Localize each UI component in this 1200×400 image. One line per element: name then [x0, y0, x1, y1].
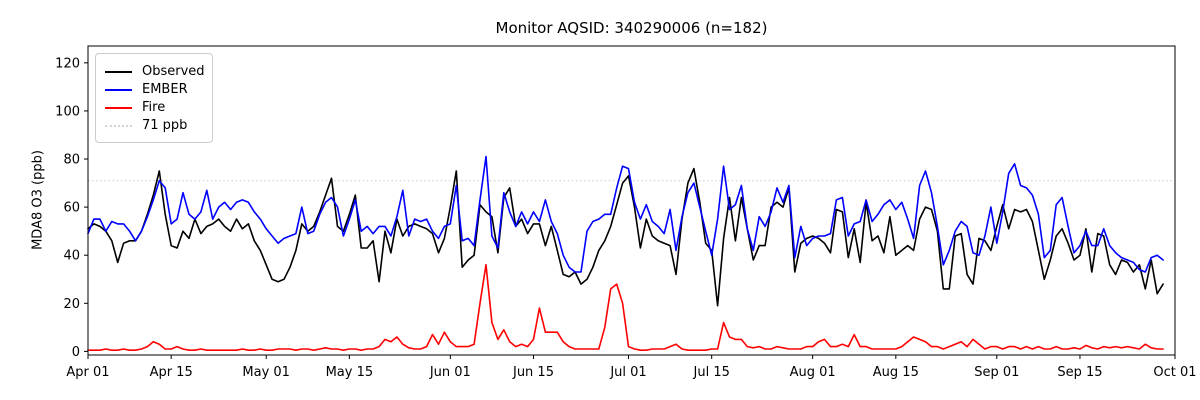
x-tick-label: Sep 15 [1057, 365, 1102, 380]
x-tick-label: Oct 01 [1153, 365, 1196, 380]
legend-label-ember: EMBER [142, 82, 188, 97]
legend-item-fire: Fire [105, 100, 203, 115]
x-tick-label: May 15 [326, 365, 374, 380]
y-axis-title: MDA8 O3 (ppb) [30, 150, 46, 250]
x-tick-label: Apr 01 [66, 365, 109, 380]
x-tick-label: Jun 15 [512, 365, 554, 380]
x-tick-label: Jul 15 [693, 365, 730, 380]
fire-line [87, 263, 1164, 352]
x-tick-label: May 01 [242, 365, 290, 380]
ember-line [87, 155, 1164, 273]
ember-line-swatch [105, 88, 132, 91]
y-tick-label: 80 [63, 153, 80, 168]
fire-line-swatch [105, 106, 132, 109]
chart-title: Monitor AQSID: 340290006 (n=182) [495, 19, 768, 37]
threshold-line-swatch [105, 124, 132, 127]
legend-label-fire: Fire [142, 100, 166, 115]
x-tick-label: Aug 01 [790, 365, 836, 380]
y-tick-label: 40 [63, 249, 80, 264]
legend-label-threshold: 71 ppb [142, 118, 188, 133]
x-tick-label: Jul 01 [609, 365, 646, 380]
legend-label-observed: Observed [142, 64, 205, 79]
y-tick-label: 0 [72, 345, 80, 360]
legend-item-ember: EMBER [105, 82, 203, 97]
y-tick-label: 120 [55, 56, 80, 71]
legend: Observed EMBER Fire 71 ppb [95, 53, 213, 143]
legend-item-threshold: 71 ppb [105, 118, 203, 133]
y-tick-label: 20 [63, 297, 80, 312]
x-tick-label: Aug 15 [873, 365, 919, 380]
observed-line-swatch [105, 70, 132, 73]
x-tick-label: Jun 01 [429, 365, 471, 380]
plot-border [87, 45, 1176, 356]
x-tick-label: Sep 01 [974, 365, 1019, 380]
y-tick-label: 100 [55, 104, 80, 119]
legend-item-observed: Observed [105, 64, 205, 79]
x-tick-label: Apr 15 [150, 365, 193, 380]
y-tick-label: 60 [63, 201, 80, 216]
observed-line [87, 167, 1164, 307]
